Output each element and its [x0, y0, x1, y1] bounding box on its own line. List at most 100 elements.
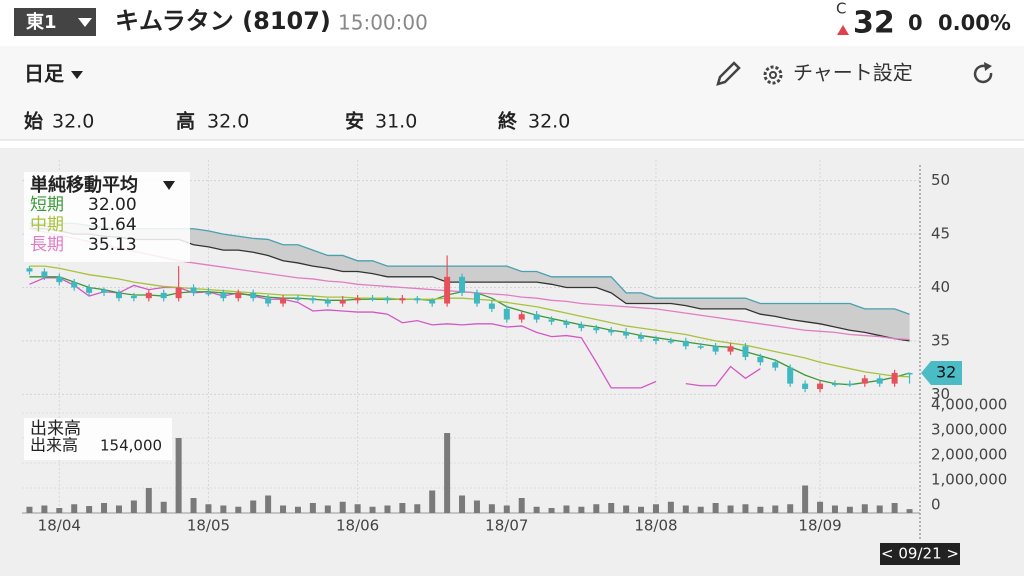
volume-bar [906, 509, 913, 513]
candle-body [638, 335, 645, 339]
candle-body [712, 346, 719, 352]
lagging-line [29, 277, 761, 389]
y-tick-label: 2,000,000 [931, 446, 1007, 464]
volume-bar [101, 503, 108, 513]
legend-box [24, 172, 190, 262]
ohlc-value: 32.0 [52, 111, 94, 133]
volume-bar [250, 500, 257, 513]
candle-body [429, 300, 436, 304]
volume-bar [817, 501, 824, 513]
dropdown-icon [163, 181, 175, 190]
toolbar-area [0, 46, 1024, 140]
candle-body [160, 292, 167, 299]
price: 32 [853, 6, 895, 41]
volume-bar [742, 504, 749, 513]
volume-bar [280, 505, 287, 513]
candle-body [56, 276, 63, 283]
volume-value: 154,000 [100, 437, 162, 455]
candle-body [548, 319, 555, 322]
ohlc-value: 32.0 [528, 111, 570, 133]
candle-body [593, 328, 600, 331]
candle-body [608, 330, 615, 333]
volume-bar [71, 504, 78, 513]
y-tick-label: 4,000,000 [931, 396, 1007, 414]
legend-title: 単純移動平均 [30, 174, 138, 196]
candle-body [190, 287, 197, 293]
x-tick-label: 18/04 [38, 517, 81, 535]
refresh-icon[interactable] [973, 62, 993, 84]
ohlc-label: 始 [24, 110, 43, 133]
candle-body [876, 378, 883, 384]
volume-bar [115, 505, 122, 513]
price-flag-label: 32 [936, 362, 956, 381]
candle-body [563, 321, 570, 325]
x-tick-label: 18/07 [485, 517, 528, 535]
volume-bar [56, 508, 63, 513]
volume-bar [384, 505, 391, 513]
settings-icon[interactable] [763, 65, 783, 85]
volume-bar [86, 506, 93, 513]
volume-bar [175, 438, 182, 513]
volume-bar [414, 504, 421, 513]
volume-bar [220, 505, 227, 513]
ohlc-label: 高 [176, 110, 195, 133]
volume-bar [831, 505, 838, 513]
candle-body [26, 268, 33, 272]
volume-bar [727, 505, 734, 513]
candle-body [682, 340, 689, 347]
volume-bar [578, 506, 585, 513]
y-tick-label: 50 [931, 171, 950, 189]
period[interactable]: 日足 [24, 62, 65, 86]
candle-body [459, 276, 466, 293]
volume-bar [891, 503, 898, 513]
volume-bar [787, 504, 794, 513]
legend-value: 35.13 [88, 235, 137, 255]
candle-body [891, 372, 898, 384]
candle-body [846, 383, 853, 386]
volume-bar [757, 506, 764, 513]
candle-body [280, 298, 287, 304]
volume-bar [444, 433, 451, 513]
volume-bar [846, 506, 853, 513]
volume-bar [697, 506, 704, 513]
volume-bar [354, 504, 361, 513]
y-tick-label: 45 [931, 225, 950, 243]
legend-value: 31.64 [88, 215, 137, 235]
edit-icon[interactable] [716, 61, 741, 86]
y-tick-label: 40 [931, 278, 950, 296]
volume-bar [712, 503, 719, 513]
chart-settings[interactable]: チャート設定 [793, 61, 913, 85]
ohlc-value: 31.0 [375, 111, 417, 133]
candle-body [518, 314, 525, 320]
volume-bar [667, 501, 674, 513]
volume-bar [518, 498, 525, 513]
volume-bar [623, 505, 630, 513]
volume-bar [399, 503, 406, 513]
candle-body [399, 298, 406, 301]
candle-body [369, 298, 376, 300]
exchange: 東1 [26, 11, 57, 33]
ohlc-value: 32.0 [207, 111, 249, 133]
candle-body [339, 300, 346, 304]
y-tick-label: 0 [931, 496, 941, 514]
candle-body [861, 378, 868, 384]
candle-body [623, 332, 630, 336]
volume-bar [488, 504, 495, 513]
volume-bar [160, 501, 167, 513]
change-pct: 0.00% [938, 11, 1011, 35]
candle-body [802, 383, 809, 389]
candle-body [831, 383, 838, 386]
candle-body [697, 346, 704, 348]
candle-body [86, 287, 93, 293]
cursor-box[interactable] [880, 543, 960, 565]
volume-bar [548, 508, 555, 513]
candle-body [503, 308, 510, 320]
volume-bar [652, 504, 659, 513]
volume-bar [294, 506, 301, 513]
volume-bar [563, 505, 570, 513]
candle-body [473, 292, 480, 304]
candle-body [414, 298, 421, 301]
candle-body [652, 338, 659, 341]
